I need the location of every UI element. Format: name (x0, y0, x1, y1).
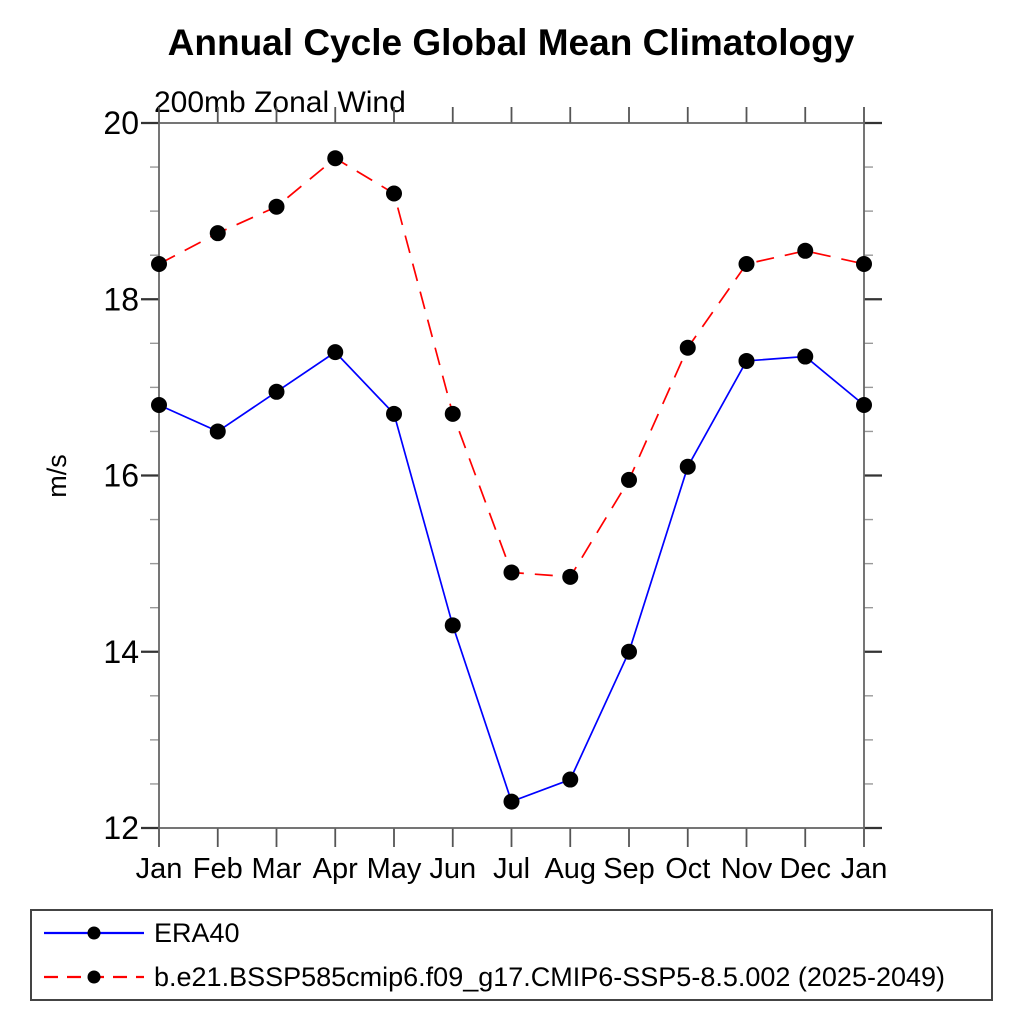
data-point-marker (151, 256, 167, 272)
x-tick-label: Jul (493, 853, 530, 885)
legend-box: ERA40 b.e21.BSSP585cmip6.f09_g17.CMIP6-S… (30, 909, 993, 1001)
data-point-marker (327, 150, 344, 167)
data-point-marker (738, 352, 755, 369)
legend-label-model: b.e21.BSSP585cmip6.f09_g17.CMIP6-SSP5-8.… (154, 961, 946, 992)
data-point-marker (268, 383, 285, 400)
chart-plot: Annual Cycle Global Mean Climatology 200… (42, 22, 887, 885)
legend-marker-dot (87, 970, 101, 984)
x-tick-label: Oct (665, 853, 710, 885)
series-line-model (158, 157, 865, 578)
legend-marker-dot (87, 926, 101, 940)
data-point-marker (797, 348, 814, 365)
x-tick-label: Nov (721, 853, 773, 885)
data-point-marker (386, 405, 402, 422)
legend-row-model: b.e21.BSSP585cmip6.f09_g17.CMIP6-SSP5-8.… (32, 957, 991, 997)
data-point-marker (679, 339, 696, 356)
data-point-marker (386, 185, 402, 202)
data-point-marker (621, 471, 637, 488)
data-point-marker (444, 405, 461, 422)
data-point-marker (327, 344, 344, 361)
chart-title: Annual Cycle Global Mean Climatology (168, 22, 855, 63)
data-series (151, 150, 872, 810)
data-point-marker (503, 793, 520, 810)
data-point-marker (621, 643, 637, 660)
chart-subtitle: 200mb Zonal Wind (154, 86, 406, 119)
x-tick-label: May (367, 853, 422, 885)
data-point-marker (562, 568, 579, 585)
legend-sample-solid-line (44, 926, 144, 940)
x-tick-label: Aug (544, 853, 596, 885)
y-tick-label: 20 (103, 105, 139, 141)
data-point-marker (503, 564, 520, 581)
x-tick-label: Jan (841, 853, 888, 885)
data-point-marker (797, 242, 814, 259)
y-axis-label: m/s (42, 454, 72, 498)
x-tick-label: Jun (429, 853, 476, 885)
x-tick-label: Feb (193, 853, 243, 885)
plot-frame (158, 122, 865, 829)
legend-label-era40: ERA40 (154, 917, 240, 948)
legend-row-era40: ERA40 (32, 913, 991, 953)
data-point-marker (444, 617, 461, 634)
y-tick-label: 16 (103, 458, 139, 494)
data-point-marker (209, 423, 226, 440)
x-tick-label: Sep (603, 853, 655, 885)
x-tick-label: Mar (252, 853, 302, 885)
legend-sample-dashed-line (44, 970, 144, 984)
data-point-marker (856, 256, 872, 272)
x-tick-label: Dec (779, 853, 831, 885)
x-tick-label: Jan (136, 853, 183, 885)
data-point-marker (679, 458, 696, 475)
data-point-marker (562, 771, 579, 788)
y-tick-label: 12 (103, 810, 139, 846)
data-point-marker (738, 256, 755, 272)
y-tick-label: 14 (103, 634, 139, 670)
data-point-marker (209, 225, 226, 242)
data-point-marker (856, 397, 872, 413)
axes-and-ticks: 12 14 16 18 20 Jan Feb Mar Apr May Jun Jul Aug Sep Oct… (103, 105, 887, 885)
x-tick-label: Apr (313, 853, 358, 885)
data-point-marker (268, 198, 285, 215)
data-point-marker (151, 397, 167, 413)
y-tick-label: 18 (103, 281, 139, 317)
